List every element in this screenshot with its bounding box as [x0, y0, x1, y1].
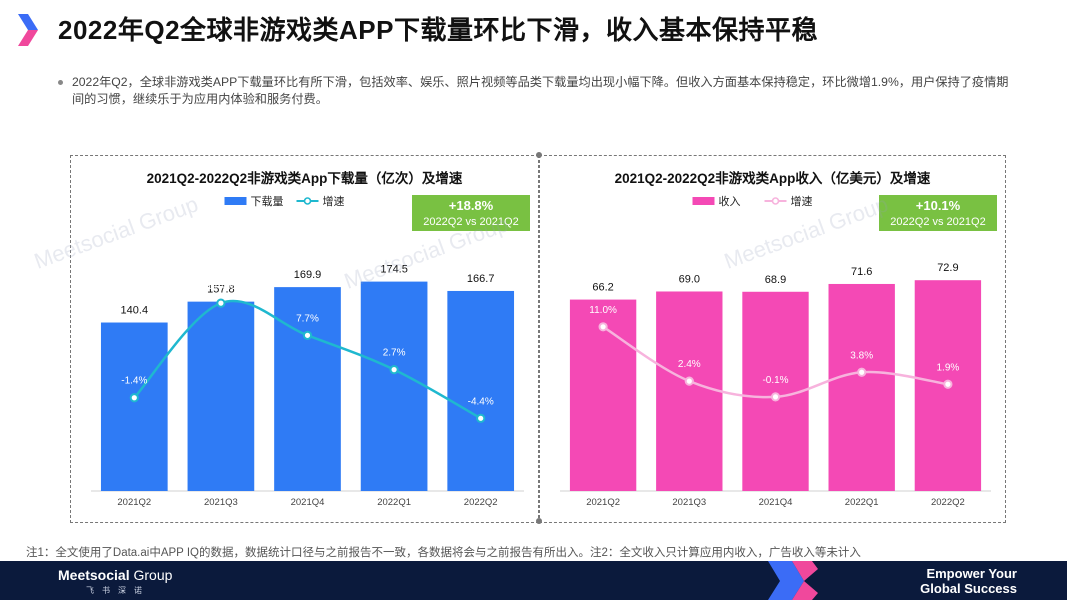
- bar-value-label: 157.8: [207, 284, 235, 296]
- bar-value-label: 72.9: [937, 262, 958, 274]
- footer-brand: Meetsocial Group: [58, 567, 172, 583]
- growth-value-label: 1.9%: [937, 362, 960, 373]
- bar: [656, 291, 723, 491]
- x-tick-label: 2021Q2: [117, 497, 151, 508]
- growth-value-label: -1.4%: [121, 376, 147, 387]
- divider-dot-top: [536, 152, 542, 158]
- growth-badge-value: +18.8%: [449, 198, 494, 213]
- bar: [100, 322, 168, 491]
- growth-point: [684, 376, 694, 386]
- footer-slogan: Empower Your Global Success: [880, 566, 1017, 596]
- growth-value-label: 3.8%: [850, 350, 873, 361]
- growth-point: [598, 322, 608, 332]
- legend-line-marker: [303, 197, 312, 205]
- bullet-dot: [58, 80, 63, 85]
- x-tick-label: 2021Q3: [672, 497, 706, 508]
- downloads-chart-panel: 2021Q2-2022Q2非游戏类App下载量（亿次）及增速下载量 增速 +18.8…: [70, 155, 539, 523]
- growth-badge: [879, 195, 997, 231]
- footer-brand-cn: 飞书深诺: [86, 586, 150, 595]
- growth-point: [943, 379, 953, 389]
- brand-logo-icon: [18, 14, 38, 46]
- x-tick-label: 2021Q4: [291, 497, 325, 508]
- bar: [274, 287, 341, 491]
- footer-bar: Meetsocial Group 飞书深诺 Empower Your Global…: [0, 561, 1067, 600]
- legend-line-marker: [771, 197, 780, 205]
- bar-value-label: 68.9: [765, 274, 786, 286]
- x-tick-label: 2022Q1: [377, 497, 411, 508]
- bar-value-label: 166.7: [467, 273, 495, 285]
- x-tick-label: 2021Q4: [759, 497, 793, 508]
- growth-point: [857, 367, 867, 377]
- growth-value-label: 2.4%: [678, 359, 701, 370]
- divider-dot-bottom: [536, 518, 542, 524]
- legend-line-label: 增速: [791, 194, 813, 208]
- bar: [187, 301, 255, 491]
- growth-value-label: 7.7%: [296, 313, 319, 324]
- footer-slogan-line1: Empower Your: [926, 566, 1017, 581]
- x-tick-label: 2022Q2: [931, 497, 965, 508]
- chart-title: 2021Q2-2022Q2非游戏类App收入（亿美元）及增速: [615, 170, 931, 186]
- x-tick-label: 2021Q2: [586, 497, 620, 508]
- bar-value-label: 71.6: [851, 266, 872, 278]
- bar-value-label: 140.4: [121, 305, 149, 317]
- bar: [447, 290, 515, 491]
- legend-bar-label: 下载量: [251, 195, 284, 208]
- footer-brand-suffix: Group: [129, 567, 173, 583]
- bar-value-label: 169.9: [294, 269, 322, 281]
- legend-line-label: 增速: [323, 194, 345, 208]
- legend-bar-swatch: [224, 197, 247, 205]
- growth-point: [389, 365, 399, 375]
- growth-point: [770, 392, 781, 402]
- page-title: 2022年Q2全球非游戏类APP下载量环比下滑，收入基本保持平稳: [58, 15, 818, 45]
- growth-value-label: 11.0%: [589, 305, 617, 316]
- growth-point: [476, 413, 486, 423]
- bar-value-label: 174.5: [380, 264, 408, 276]
- bar: [360, 281, 428, 491]
- growth-badge: [412, 195, 530, 231]
- growth-point: [302, 330, 313, 340]
- growth-point: [129, 393, 139, 403]
- bar-value-label: 69.0: [679, 273, 700, 285]
- bar-value-label: 66.2: [592, 282, 613, 294]
- growth-point: [216, 298, 226, 308]
- revenue-chart-panel: 2021Q2-2022Q2非游戏类App收入（亿美元）及增速收入 增速 +10.1%…: [539, 155, 1006, 523]
- chart-title: 2021Q2-2022Q2非游戏类App下载量（亿次）及增速: [147, 170, 463, 186]
- footer-slogan-line2: Global Success: [920, 581, 1017, 596]
- bar: [828, 283, 895, 491]
- legend-bar-swatch: [692, 197, 715, 205]
- x-tick-label: 2022Q1: [845, 497, 879, 508]
- x-tick-label: 2022Q2: [464, 497, 498, 508]
- growth-value-label: 2.7%: [383, 348, 406, 359]
- growth-badge-value: +10.1%: [916, 198, 961, 213]
- growth-value-label: -4.4%: [468, 396, 494, 407]
- bar: [569, 299, 637, 491]
- footer-brand-shape-icon: [768, 561, 818, 600]
- growth-value-label: -0.1%: [762, 375, 788, 386]
- footer-brand-name: Meetsocial: [58, 567, 130, 583]
- x-tick-label: 2021Q3: [204, 497, 238, 508]
- growth-badge-caption: 2022Q2 vs 2021Q2: [423, 216, 518, 228]
- growth-badge-caption: 2022Q2 vs 2021Q2: [890, 216, 985, 228]
- summary-text: 2022年Q2，全球非游戏类APP下载量环比有所下滑，包括效率、娱乐、照片视频等…: [72, 75, 1009, 106]
- legend-bar-label: 收入: [719, 194, 741, 208]
- growth-value-label: 12.4%: [207, 281, 235, 292]
- footnote: 注1：全文使用了Data.ai中APP IQ的数据，数据统计口径与之前报告不一致…: [26, 547, 861, 559]
